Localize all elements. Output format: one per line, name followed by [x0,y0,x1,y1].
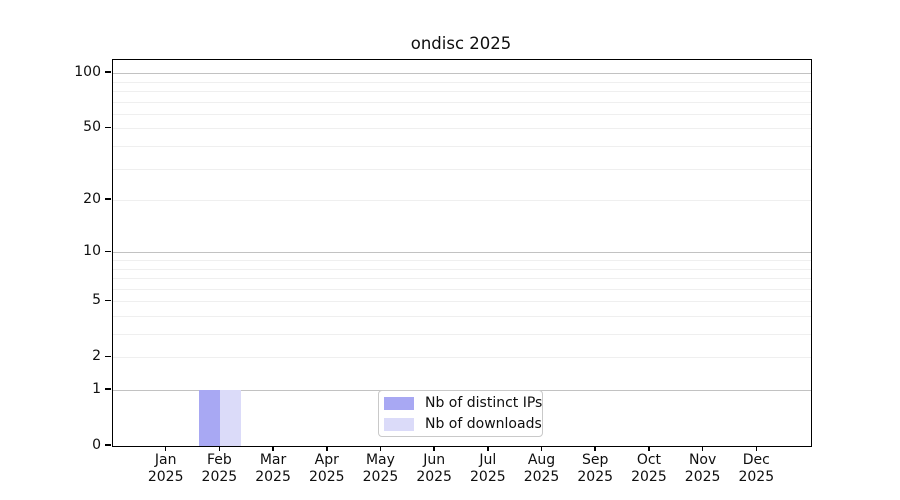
x-tick-label: Mar 2025 [255,452,291,485]
downloads-swatch-icon [384,417,414,431]
minor-gridline [113,288,811,290]
minor-gridline [113,334,811,336]
bar-feb-series0 [199,390,221,446]
y-tick-mark [105,355,111,358]
y-tick-label: 0 [92,437,101,453]
minor-gridline [113,200,811,202]
chart-title: ondisc 2025 [410,34,512,53]
minor-gridline [113,357,811,359]
minor-gridline [113,128,811,130]
x-tick-label: Apr 2025 [308,452,345,485]
x-tick-mark [433,446,435,451]
x-tick-label: Oct 2025 [631,452,667,485]
major-gridline [113,73,811,75]
x-tick-mark [540,446,543,451]
y-tick-label: 50 [83,119,101,136]
minor-gridline [113,278,811,280]
distinct-ips-swatch-icon [384,396,414,410]
x-tick-label: Jan 2025 [147,452,184,485]
x-tick-label: Feb 2025 [201,452,238,485]
x-tick-mark [487,446,489,451]
y-tick-mark [105,126,111,129]
x-tick-label: Jul 2025 [470,452,506,485]
minor-gridline [113,113,811,115]
minor-gridline [113,168,811,170]
major-gridline [113,252,811,254]
x-tick-mark [648,446,650,451]
x-tick-mark [326,446,328,451]
minor-gridline [113,301,811,303]
x-tick-label: May 2025 [362,452,399,485]
legend-label-distinct-ips: Nb of distinct IPs [425,395,543,411]
x-tick-label: Dec 2025 [738,452,775,485]
x-tick-mark [164,446,167,451]
y-tick-label: 10 [83,243,101,260]
minor-gridline [113,81,811,83]
minor-gridline [113,316,811,317]
x-tick-label: Nov 2025 [684,452,721,485]
minor-gridline [113,91,811,93]
legend-item-distinct-ips: Nb of distinct IPs [384,395,542,411]
x-tick-mark [701,446,704,451]
y-tick-label: 20 [83,191,101,208]
x-tick-mark [594,446,596,451]
y-tick-mark [105,250,111,253]
x-tick-mark [272,446,274,451]
minor-gridline [113,268,811,270]
x-tick-mark [218,446,221,451]
bar-feb-series1 [220,390,242,446]
y-tick-label: 5 [92,292,101,309]
x-tick-label: Aug 2025 [523,452,560,485]
y-tick-mark [105,299,111,302]
y-tick-label: 2 [92,348,101,365]
y-tick-label: 1 [92,381,101,398]
y-tick-mark [105,71,111,73]
y-tick-label: 100 [74,64,101,81]
x-tick-mark [755,446,758,451]
y-tick-mark [105,444,111,446]
plot-area [112,59,812,447]
minor-gridline [113,146,811,148]
y-tick-mark [105,198,111,200]
x-tick-label: Sep 2025 [577,452,614,485]
x-tick-label: Jun 2025 [416,452,452,485]
legend-item-downloads: Nb of downloads [384,416,542,432]
x-tick-mark [379,446,382,451]
minor-gridline [113,260,811,262]
legend-label-downloads: Nb of downloads [425,416,542,432]
minor-gridline [113,101,811,103]
legend: Nb of distinct IPs Nb of downloads [378,390,543,437]
y-tick-mark [105,388,111,390]
